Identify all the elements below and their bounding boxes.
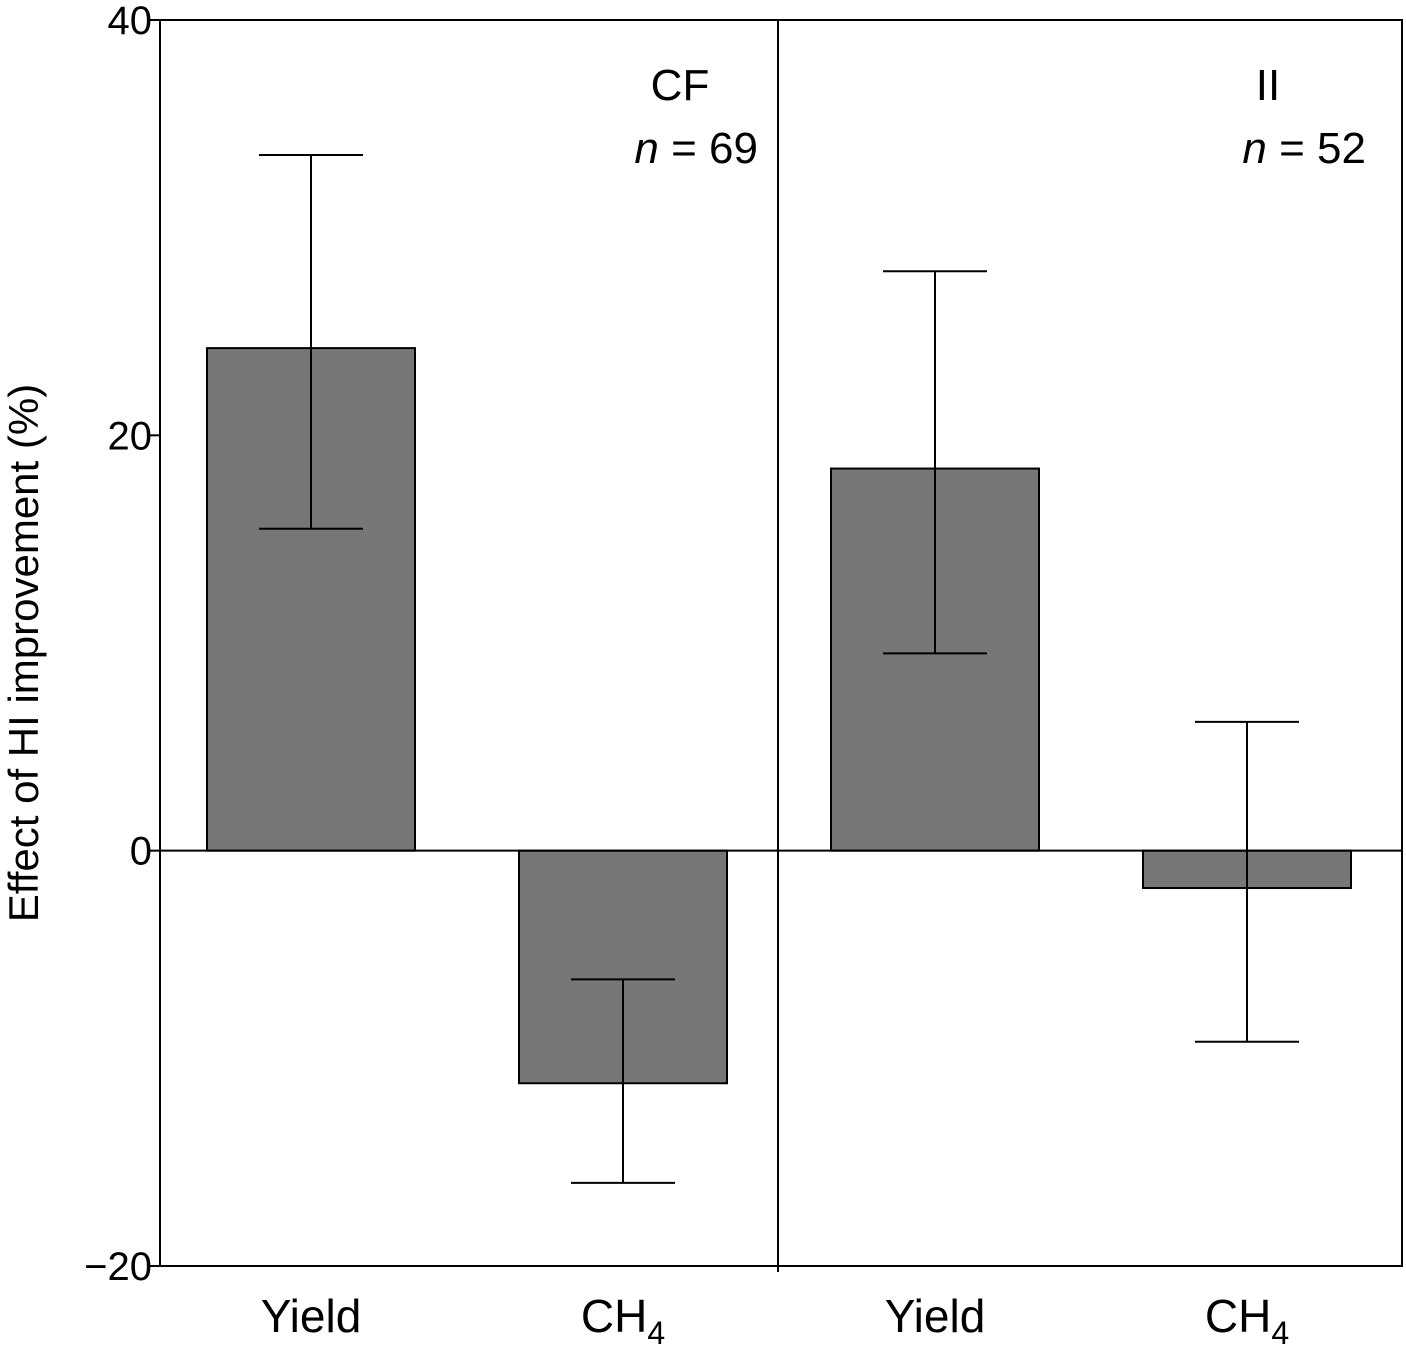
sample-size-value: = 69 [659, 124, 758, 173]
x-tick-label-main: Yield [885, 1290, 986, 1342]
x-tick-label-subscript: 4 [1271, 1315, 1289, 1345]
x-tick-label-cf-ch4: CH4 [581, 1290, 665, 1345]
plot-frame [159, 19, 1403, 1272]
y-tick-label: 0 [130, 830, 152, 874]
x-tick-label-main: CH [581, 1290, 647, 1342]
sample-size-ii: n = 52 [1242, 124, 1366, 173]
sample-size-cf: n = 69 [634, 124, 758, 173]
sample-size-n: n [1242, 124, 1266, 173]
panel-label-cf: CF [651, 61, 710, 110]
sample-size-n: n [634, 124, 658, 173]
x-tick-label-main: CH [1205, 1290, 1271, 1342]
sample-size-value: = 52 [1267, 124, 1366, 173]
y-tick-label: −20 [84, 1245, 152, 1289]
y-ticks: 40 20 0 −20 [84, 0, 160, 1289]
x-tick-label-cf-yield: Yield [261, 1290, 362, 1342]
y-tick-label: 40 [108, 0, 153, 43]
x-tick-label-subscript: 4 [647, 1315, 665, 1345]
x-tick-label-main: Yield [261, 1290, 362, 1342]
plot-border [159, 19, 1403, 1267]
panel-labels: CF n = 69 II n = 52 [634, 61, 1366, 173]
x-tick-label-ii-ch4: CH4 [1205, 1290, 1289, 1345]
y-axis-label: Effect of HI improvement (%) [0, 384, 47, 922]
y-tick-label: 20 [108, 414, 153, 458]
x-tick-labels: Yield CH4 Yield CH4 [261, 1290, 1289, 1345]
x-tick-label-ii-yield: Yield [885, 1290, 986, 1342]
y-axis-label-group: Effect of HI improvement (%) [0, 384, 47, 922]
panel-label-ii: II [1256, 61, 1280, 110]
error-bars-layer [259, 153, 1299, 1184]
